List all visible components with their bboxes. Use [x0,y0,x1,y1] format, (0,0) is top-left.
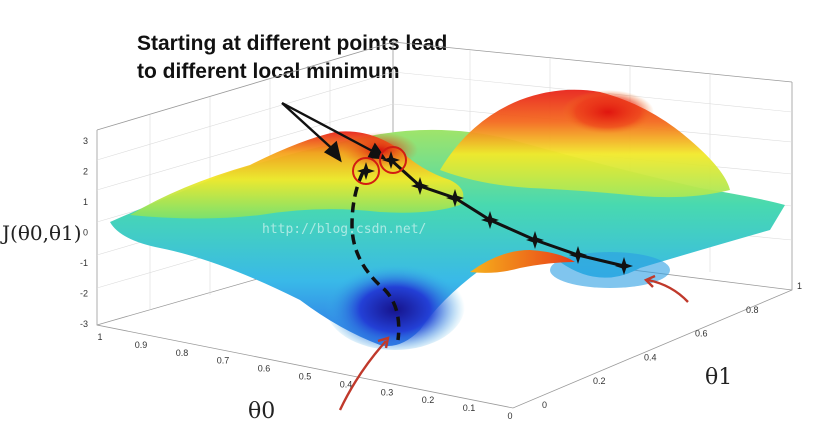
path-marker-star [357,162,375,180]
path-marker-star [446,189,464,207]
start-circle-right [379,146,407,174]
path-markers [357,151,633,275]
orange-ridge [470,250,575,273]
theta0-tick-label: 0.3 [381,387,394,397]
theta1-tick-label: 0.4 [644,352,657,362]
theta0-tick-label: 0.9 [135,340,148,350]
theta0-tick-label: 0.2 [422,395,435,405]
path-marker-star [615,257,633,275]
z-tick-label: -2 [80,289,88,299]
cost-surface [110,89,785,350]
theta0-ticks: 1 0.9 0.8 0.7 0.6 0.5 0.4 0.3 0.2 0.1 0 [97,332,512,421]
annotation-line-2: to different local minimum [137,60,400,83]
right-peak [562,90,654,134]
right-valley [550,252,670,288]
z-tick-label: 2 [83,167,88,177]
theta0-tick-label: 0.5 [299,372,312,382]
z-axis-label: J(θ0,θ1) [0,221,82,245]
arrow-right [281,101,379,156]
theta0-tick-label: 0.6 [258,364,271,374]
right-minimum-arrow [647,278,689,303]
theta0-tick-label: 1 [97,332,102,342]
theta0-axis-label: θ0 [248,399,275,424]
theta1-tick-label: 0.8 [746,305,759,315]
path-marker-star [481,211,499,229]
z-tick-label: 0 [83,228,88,238]
watermark: http://blog.csdn.net/ [262,222,426,237]
z-tick-label: 1 [83,197,88,207]
theta1-tick-label: 0 [542,400,547,410]
theta1-axis-label: θ1 [705,365,732,390]
theta0-tick-label: 0.1 [463,403,476,413]
arrow-left-head [323,140,342,163]
path-marker-star [411,177,429,195]
z-tick-label: 3 [83,136,88,146]
start-circle-left [352,157,380,185]
theta0-tick-label: 0.4 [340,379,353,389]
path-marker-star [569,246,587,264]
dashed-path [350,171,401,341]
z-ticks: 3 2 1 0 -1 -2 -3 [80,136,88,329]
path-marker-star [526,231,544,249]
theta1-tick-label: 0.6 [695,329,708,339]
z-tick-label: -3 [80,319,88,329]
theta0-tick-label: 0.8 [176,348,189,358]
theta1-tick-label: 0.2 [593,376,606,386]
theta1-ticks: 0 0.2 0.4 0.6 0.8 1 [542,281,802,410]
right-hill [440,89,730,198]
arrow-left [281,102,339,155]
z-tick-label: -1 [80,258,88,268]
theta1-tick-label: 1 [797,281,802,291]
theta0-tick-label: 0 [507,411,512,421]
path-marker-star [382,151,400,169]
minimum-arrows [338,274,689,411]
theta0-tick-label: 0.7 [217,356,230,366]
left-minimum-arrow [338,340,387,411]
